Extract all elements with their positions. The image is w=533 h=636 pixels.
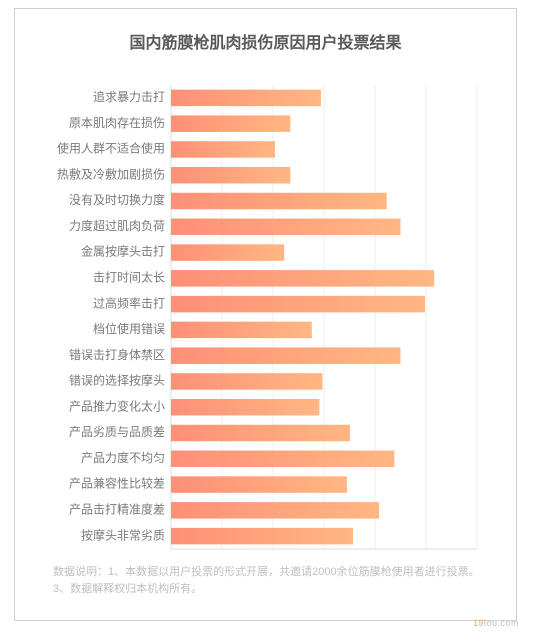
- y-label: 原本肌肉存在损伤: [69, 116, 165, 130]
- bar: [171, 322, 312, 338]
- y-label: 错误的选择按摩头: [69, 373, 165, 388]
- bar: [171, 528, 353, 544]
- y-labels: 追求暴力击打原本肌肉存在损伤使用人群不适合使用热敷及冷敷加剧损伤没有及时切换力度…: [57, 89, 165, 542]
- plot-area: 追求暴力击打原本肌肉存在损伤使用人群不适合使用热敷及冷敷加剧损伤没有及时切换力度…: [41, 79, 489, 559]
- y-label: 档位使用错误: [93, 321, 165, 336]
- bar: [171, 115, 290, 131]
- bar: [171, 502, 379, 518]
- y-label: 使用人群不适合使用: [57, 141, 165, 156]
- bar: [171, 296, 425, 312]
- y-label: 产品兼容性比较差: [69, 476, 165, 491]
- y-label: 按摩头非常劣质: [81, 527, 165, 542]
- watermark: 1919lou.comlou.com: [465, 615, 527, 631]
- y-label: 过高频率击打: [93, 295, 165, 310]
- y-label: 产品劣质与品质差: [69, 425, 165, 439]
- chart-panel: 国内筋膜枪肌肉损伤原因用户投票结果 追求暴力击打原本肌肉存在损伤使用人群不适合使…: [14, 8, 517, 621]
- y-label: 产品推力变化太小: [69, 398, 165, 413]
- y-label: 产品力度不均匀: [81, 450, 165, 465]
- bar: [171, 425, 350, 441]
- bar: [171, 193, 387, 209]
- y-label: 追求暴力击打: [93, 89, 165, 104]
- y-label: 击打时间太长: [93, 270, 165, 285]
- y-label: 热敷及冷敷加剧损伤: [57, 166, 165, 181]
- y-label: 产品击打精准度差: [69, 502, 165, 517]
- bar: [171, 219, 401, 235]
- y-label: 力度超过肌肉负荷: [69, 218, 165, 233]
- footer-note: 数据说明：1、本数据以用户投票的形式开展，共邀请2000余位筋膜枪使用者进行投票…: [53, 564, 493, 598]
- bars: [171, 90, 434, 545]
- chart-svg: 追求暴力击打原本肌肉存在损伤使用人群不适合使用热敷及冷敷加剧损伤没有及时切换力度…: [41, 79, 489, 559]
- bar: [171, 451, 394, 467]
- bar: [171, 167, 290, 183]
- bar: [171, 373, 322, 389]
- bar: [171, 476, 347, 492]
- y-label: 错误击打身体禁区: [69, 347, 165, 362]
- y-label: 没有及时切换力度: [69, 192, 165, 207]
- bar: [171, 141, 275, 157]
- bar: [171, 399, 319, 415]
- chart-title: 国内筋膜枪肌肉损伤原因用户投票结果: [15, 29, 516, 53]
- bar: [171, 244, 284, 260]
- bar: [171, 270, 434, 286]
- bar: [171, 347, 401, 363]
- y-label: 金属按摩头击打: [81, 244, 165, 259]
- bar: [171, 90, 321, 106]
